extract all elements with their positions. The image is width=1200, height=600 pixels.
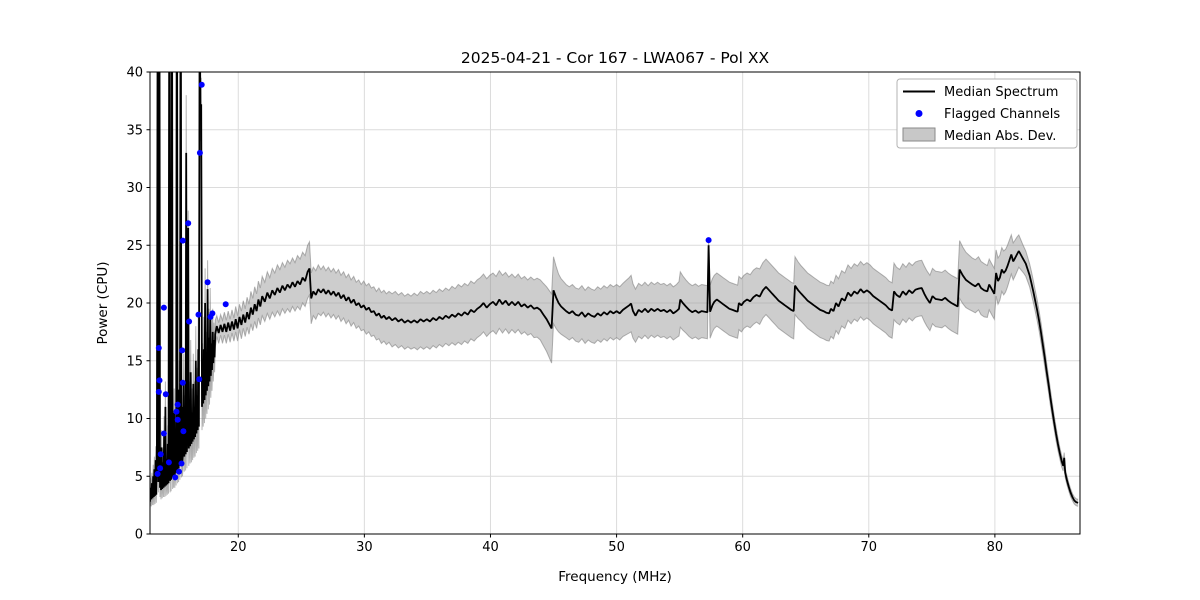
y-tick-label: 30 bbox=[126, 181, 143, 196]
y-tick-label: 40 bbox=[126, 66, 143, 81]
x-tick-label: 40 bbox=[482, 540, 499, 555]
flagged-channel-point bbox=[179, 347, 186, 354]
chart-title: 2025-04-21 - Cor 167 - LWA067 - Pol XX bbox=[461, 49, 770, 67]
y-tick-label: 5 bbox=[135, 470, 143, 485]
y-axis-label: Power (CPU) bbox=[95, 261, 111, 344]
flagged-channel-point bbox=[198, 81, 205, 88]
x-tick-label: 80 bbox=[987, 540, 1004, 555]
flagged-channel-point bbox=[174, 401, 181, 408]
y-tick-label: 20 bbox=[126, 297, 143, 312]
flagged-channel-point bbox=[180, 428, 187, 435]
flagged-channels-group bbox=[154, 81, 712, 481]
flagged-channel-point bbox=[160, 304, 167, 311]
x-tick-label: 60 bbox=[734, 540, 751, 555]
y-tick-label: 0 bbox=[135, 528, 143, 543]
flagged-channel-point bbox=[157, 465, 164, 472]
legend-label-flagged-channels: Flagged Channels bbox=[944, 107, 1060, 122]
flagged-channel-point bbox=[172, 474, 179, 481]
flagged-channel-point bbox=[196, 149, 203, 156]
flagged-channel-point bbox=[204, 279, 211, 286]
legend-patch-sample bbox=[902, 127, 936, 142]
flagged-channel-point bbox=[195, 311, 202, 318]
y-tick-label: 15 bbox=[126, 354, 143, 369]
y-tick-label: 35 bbox=[126, 123, 143, 138]
mad-band-lower-edge bbox=[150, 117, 1079, 509]
flagged-channel-point bbox=[165, 459, 172, 466]
mad-band bbox=[150, 72, 1079, 509]
flagged-channel-point bbox=[160, 430, 167, 437]
legend-label-median-abs-dev: Median Abs. Dev. bbox=[944, 129, 1056, 144]
flagged-channel-point bbox=[176, 468, 182, 475]
flagged-channel-point bbox=[155, 345, 162, 351]
flagged-channel-point bbox=[222, 301, 229, 308]
flagged-channel-point bbox=[179, 379, 186, 386]
y-tick-label: 10 bbox=[126, 412, 143, 427]
flagged-channel-point bbox=[196, 376, 203, 383]
x-tick-label: 30 bbox=[356, 540, 373, 555]
flagged-channel-point bbox=[162, 391, 169, 398]
legend: Median Spectrum Flagged Channels Median … bbox=[896, 78, 1078, 149]
flagged-channel-point bbox=[155, 388, 162, 395]
flagged-channel-point bbox=[173, 408, 180, 415]
flagged-channel-point bbox=[186, 318, 193, 325]
legend-box bbox=[896, 78, 1078, 149]
y-tick-label: 25 bbox=[126, 239, 143, 254]
flagged-channel-point bbox=[705, 237, 712, 244]
flagged-channel-point bbox=[178, 460, 185, 467]
flagged-channel-point bbox=[179, 237, 186, 244]
flagged-channel-point bbox=[174, 416, 181, 423]
legend-marker-sample bbox=[915, 110, 923, 117]
flagged-channel-point bbox=[209, 310, 216, 317]
flagged-channel-point bbox=[154, 470, 161, 477]
x-tick-label: 20 bbox=[230, 540, 247, 555]
flagged-channel-point bbox=[185, 220, 192, 227]
flagged-channel-point bbox=[156, 377, 163, 384]
x-tick-label: 70 bbox=[861, 540, 878, 555]
legend-label-median-spectrum: Median Spectrum bbox=[944, 85, 1058, 100]
flagged-channel-point bbox=[157, 451, 164, 458]
median-spectrum-line-group bbox=[150, 72, 1079, 504]
axis-ticks: 20 30 40 50 60 70 80 0 5 10 15 20 25 30 35 40 bbox=[126, 66, 1003, 556]
x-tick-label: 50 bbox=[608, 540, 625, 555]
median-spectrum-line bbox=[150, 72, 1079, 504]
x-axis-label: Frequency (MHz) bbox=[558, 569, 671, 585]
